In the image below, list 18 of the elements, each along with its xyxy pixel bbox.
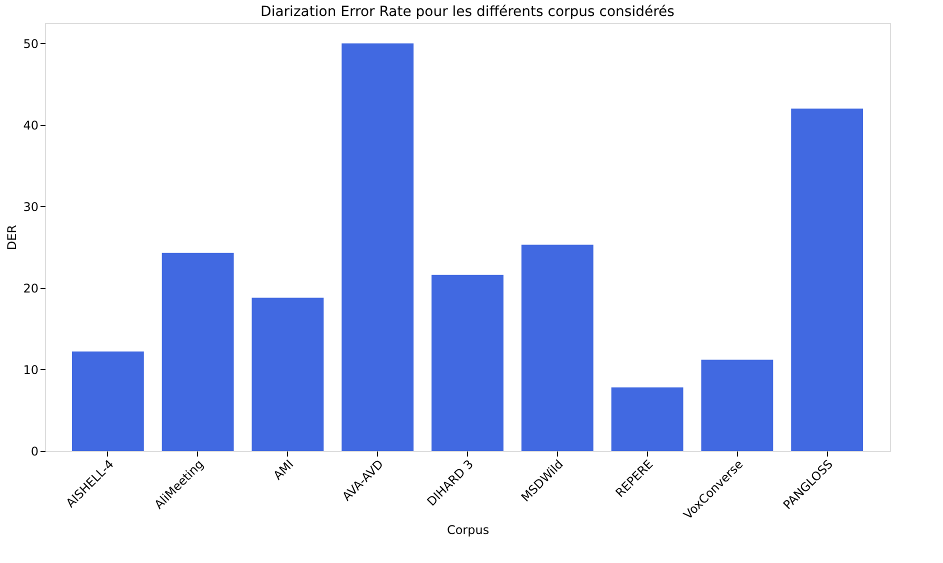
bar	[342, 43, 414, 451]
chart-title: Diarization Error Rate pour les différents corpus considérés	[260, 4, 674, 20]
bar	[701, 360, 774, 451]
bar	[162, 252, 234, 451]
bar	[72, 352, 144, 451]
y-tick-label: 40	[23, 118, 38, 132]
y-tick-label: 10	[23, 362, 38, 377]
bar	[252, 298, 324, 451]
y-tick-label: 30	[23, 200, 38, 214]
y-tick-label: 0	[30, 444, 38, 458]
bar	[521, 244, 594, 451]
bar	[432, 274, 504, 451]
x-axis-title: Corpus	[446, 523, 490, 538]
y-axis-title: DER	[5, 224, 20, 250]
y-tick-label: 20	[23, 281, 38, 296]
y-tick-label: 50	[23, 36, 38, 51]
bar	[791, 108, 864, 451]
bar	[611, 387, 684, 451]
